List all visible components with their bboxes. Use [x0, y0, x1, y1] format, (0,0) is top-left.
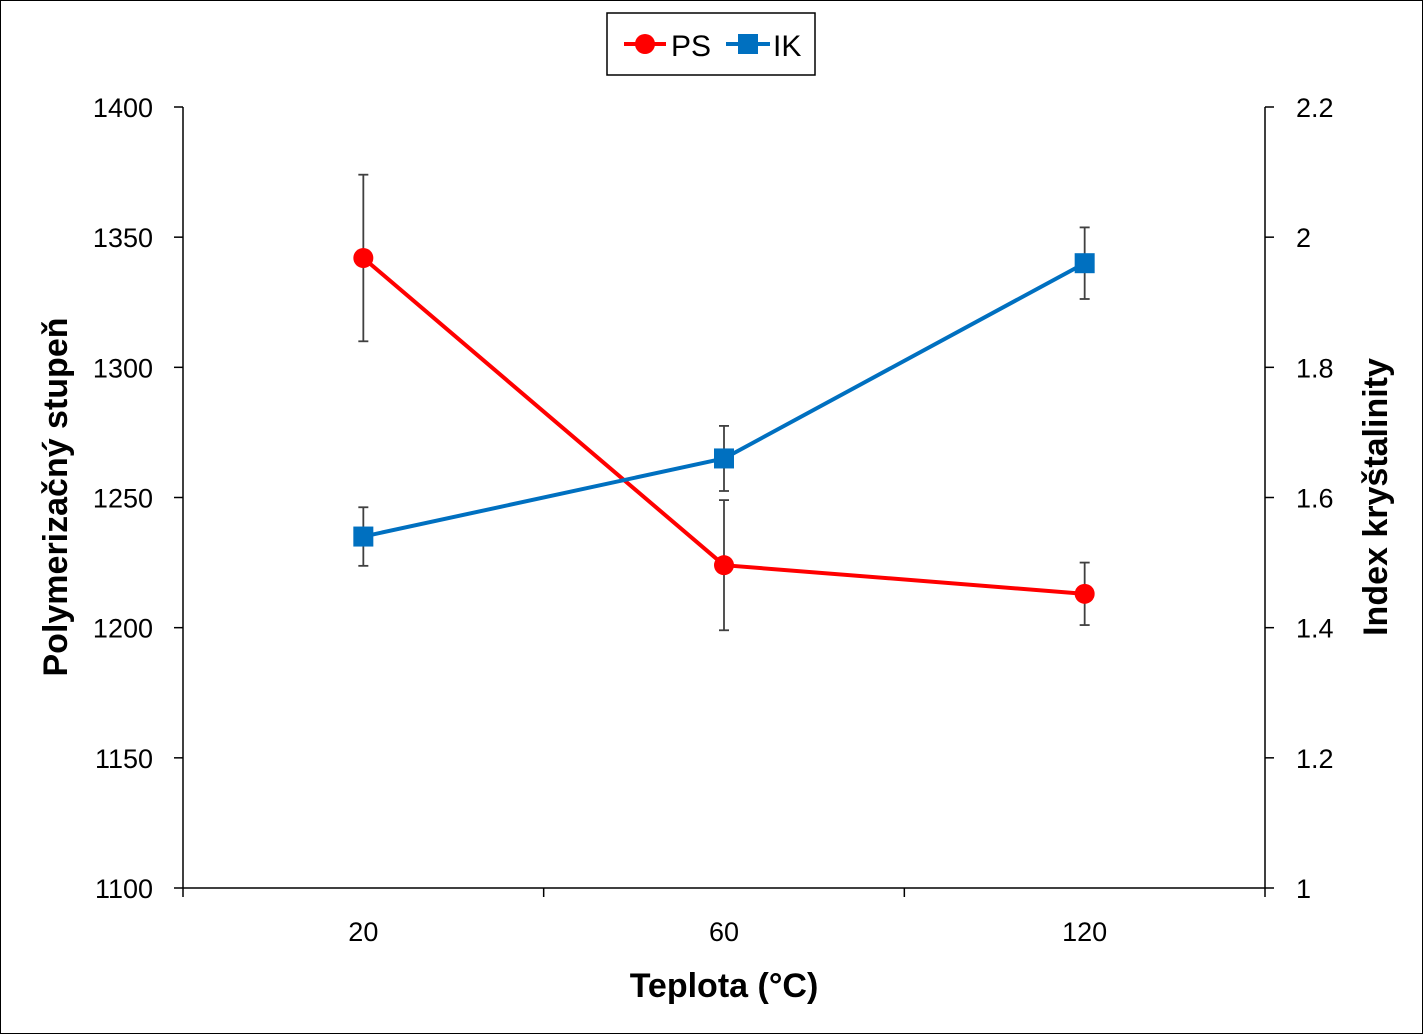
legend-ps-marker	[635, 34, 655, 54]
y-right-tick-label: 1	[1296, 874, 1311, 904]
ik-series-line	[362, 261, 1086, 539]
y-left-tick-label: 1200	[93, 614, 153, 644]
series-layer	[353, 173, 1095, 632]
ik-point	[1074, 253, 1095, 274]
y-axis-left-title: Polymerizačný stupeň	[37, 317, 75, 676]
x-tick-label: 60	[709, 917, 739, 947]
y-right-tick-label: 1.4	[1296, 614, 1334, 644]
axes: 1100 1150 1200 1250 1300 1350 1400 1 1.2 1.4 1.6 1.…	[93, 93, 1334, 947]
y-left-tick-label: 1300	[93, 353, 153, 383]
y-axis-right-title: Index kryštalinity	[1357, 358, 1395, 636]
legend-ps-label: PS	[671, 30, 711, 63]
y-right-tick-label: 1.6	[1296, 484, 1334, 514]
ps-point	[353, 247, 374, 268]
legend-ik-marker	[738, 34, 758, 54]
y-left-tick-label: 1400	[93, 93, 153, 123]
ps-point	[1074, 583, 1095, 604]
x-tick-label: 120	[1062, 917, 1107, 947]
legend-ik-label: IK	[773, 30, 801, 63]
y-left-tick-label: 1350	[93, 223, 153, 253]
y-right-tick-label: 2	[1296, 223, 1311, 253]
ik-point	[353, 526, 374, 547]
legend: PS IK	[606, 12, 816, 76]
y-left-tick-label: 1150	[95, 744, 153, 774]
y-left-tick-label: 1100	[95, 874, 153, 904]
ik-point	[714, 448, 734, 469]
y-right-tick-label: 1.2	[1296, 744, 1334, 774]
y-left-tick-label: 1250	[93, 484, 153, 514]
x-tick-label: 20	[348, 917, 378, 947]
x-axis-title: Teplota (°C)	[630, 967, 819, 1005]
ps-point	[714, 555, 734, 576]
y-right-tick-label: 2.2	[1296, 93, 1334, 123]
y-right-tick-label: 1.8	[1296, 353, 1334, 383]
